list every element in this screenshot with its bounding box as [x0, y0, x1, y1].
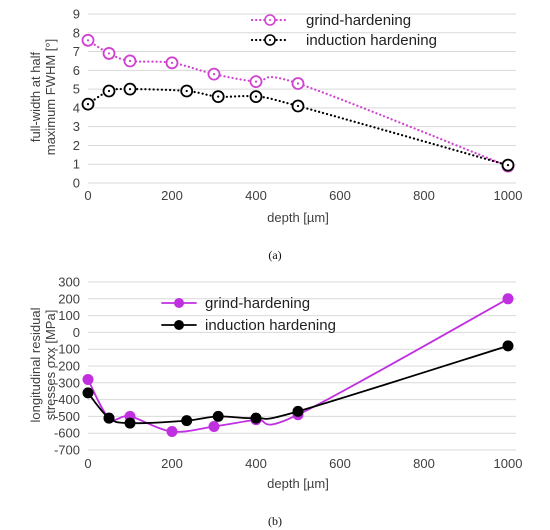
- data-point-center: [217, 95, 220, 98]
- y-tick-label: 200: [58, 291, 80, 306]
- x-tick-label: 200: [161, 188, 183, 203]
- y-tick-label: 0: [73, 176, 80, 191]
- legend-marker: [174, 298, 184, 308]
- y-tick-label: 5: [73, 82, 80, 97]
- data-point: [82, 373, 94, 385]
- x-tick-label: 600: [329, 456, 351, 471]
- y-tick-label: -100: [54, 342, 80, 357]
- x-tick-label: 400: [245, 456, 267, 471]
- y-tick-label: -400: [54, 392, 80, 407]
- y-tick-label: 100: [58, 308, 80, 323]
- data-point-center: [128, 88, 132, 91]
- y-axis-title-line: full-width at half: [28, 51, 43, 142]
- y-axis-title-line: stresses σxx [MPa]: [43, 310, 58, 421]
- chart-a-fwhm: 0 1 2 3 4 5 6 7 8 9 0 200 400 600 800 1000 depth [µm] ful…: [28, 7, 523, 263]
- y-tick-label: -300: [54, 375, 80, 390]
- data-point-center: [254, 95, 258, 98]
- y-tick-label: 1: [73, 157, 80, 172]
- panel-label: (a): [268, 248, 281, 262]
- y-tick-label: 300: [58, 275, 80, 290]
- y-tick-label: 2: [73, 138, 80, 153]
- x-tick-label: 1000: [494, 188, 523, 203]
- data-point-center: [506, 164, 510, 167]
- data-point-center: [170, 61, 174, 64]
- y-tick-label: 6: [73, 63, 80, 78]
- x-tick-label: 800: [413, 188, 435, 203]
- y-axis-title-line: maximum FWHM [°]: [43, 39, 58, 155]
- data-point: [292, 405, 304, 417]
- data-point: [124, 417, 136, 429]
- data-point: [208, 420, 220, 432]
- panel-label: (b): [268, 514, 282, 528]
- data-point: [82, 387, 94, 399]
- legend-marker: [174, 320, 184, 330]
- data-point-center: [86, 103, 90, 106]
- y-tick-label: 0: [73, 325, 80, 340]
- data-point-center: [254, 80, 258, 83]
- data-point: [502, 340, 514, 352]
- y-axis-title: longitudinal residual stresses σxx [MPa]: [28, 307, 58, 422]
- data-point-center: [296, 104, 300, 108]
- data-point: [212, 410, 224, 422]
- x-tick-label: 200: [161, 456, 183, 471]
- y-tick-label: -200: [54, 359, 80, 374]
- y-tick-label: -700: [54, 443, 80, 458]
- y-tick-label: -500: [54, 409, 80, 424]
- x-tick-label: 0: [84, 456, 91, 471]
- data-point-center: [185, 89, 188, 93]
- legend-marker-center: [269, 39, 271, 41]
- x-axis-title: depth [µm]: [267, 476, 329, 491]
- y-axis-title-line: longitudinal residual: [28, 307, 43, 422]
- y-tick-label: -600: [54, 426, 80, 441]
- x-tick-label: 800: [413, 456, 435, 471]
- legend-marker-center: [269, 19, 271, 21]
- y-tick-label: 9: [73, 7, 80, 22]
- legend-label: induction hardening: [205, 317, 336, 334]
- y-tick-label: 8: [73, 25, 80, 40]
- data-point-center: [107, 52, 111, 55]
- y-tick-label: 7: [73, 44, 80, 59]
- data-point: [103, 412, 115, 424]
- x-tick-label: 600: [329, 188, 351, 203]
- y-tick-label: 3: [73, 119, 80, 134]
- series-line-grind-hardening: [86, 39, 510, 168]
- data-point: [250, 412, 262, 424]
- legend-label: grind-hardening: [205, 295, 310, 312]
- data-point: [181, 415, 193, 427]
- legend-label: grind-hardening: [306, 12, 411, 29]
- x-tick-label: 0: [84, 188, 91, 203]
- y-axis-title: full-width at half maximum FWHM [°]: [28, 39, 58, 155]
- data-point-center: [107, 89, 111, 93]
- data-point-center: [86, 39, 90, 42]
- data-point-center: [212, 72, 216, 76]
- data-point: [166, 426, 178, 438]
- legend-label: induction hardening: [306, 32, 437, 49]
- y-tick-label: 4: [73, 100, 80, 115]
- x-tick-label: 1000: [494, 456, 523, 471]
- x-axis-title: depth [µm]: [267, 210, 329, 225]
- data-point-center: [128, 59, 132, 63]
- data-point-center: [296, 82, 300, 85]
- x-tick-label: 400: [245, 188, 267, 203]
- data-point: [502, 293, 514, 305]
